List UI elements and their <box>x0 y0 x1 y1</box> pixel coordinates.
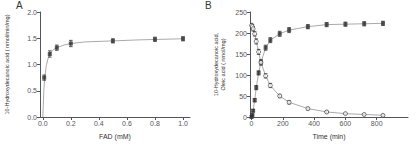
svg-text:200: 200 <box>277 120 289 127</box>
svg-text:50: 50 <box>239 93 247 100</box>
svg-text:0.6: 0.6 <box>122 120 132 127</box>
svg-text:10-Hydroxydecanoic acid,: 10-Hydroxydecanoic acid, <box>213 32 219 96</box>
svg-text:0.8: 0.8 <box>150 120 160 127</box>
svg-text:B: B <box>205 0 212 11</box>
svg-text:FAD (mM): FAD (mM) <box>99 133 131 141</box>
svg-text:10-Hydroxydecanoic acid ( nmol: 10-Hydroxydecanoic acid ( nmol/min/mg) <box>4 14 10 114</box>
svg-text:400: 400 <box>308 120 320 127</box>
svg-text:600: 600 <box>340 120 352 127</box>
svg-text:1.0: 1.0 <box>178 120 188 127</box>
svg-text:0.0: 0.0 <box>38 120 48 127</box>
svg-text:0.4: 0.4 <box>94 120 104 127</box>
svg-text:1.0: 1.0 <box>27 61 37 68</box>
svg-text:A: A <box>16 0 23 11</box>
svg-text:0: 0 <box>250 120 254 127</box>
svg-text:0.0: 0.0 <box>27 114 37 121</box>
svg-text:0.2: 0.2 <box>66 120 76 127</box>
svg-text:800: 800 <box>371 120 383 127</box>
svg-text:2.0: 2.0 <box>27 9 37 16</box>
svg-text:100: 100 <box>235 72 247 79</box>
svg-text:0: 0 <box>243 114 247 121</box>
svg-text:1.5: 1.5 <box>27 35 37 42</box>
svg-text:Oleic acid ( nmol/mg): Oleic acid ( nmol/mg) <box>220 38 226 90</box>
svg-text:Time (min): Time (min) <box>312 133 345 141</box>
svg-text:200: 200 <box>235 30 247 37</box>
svg-text:0.5: 0.5 <box>27 87 37 94</box>
svg-text:150: 150 <box>235 51 247 58</box>
svg-text:250: 250 <box>235 9 247 16</box>
